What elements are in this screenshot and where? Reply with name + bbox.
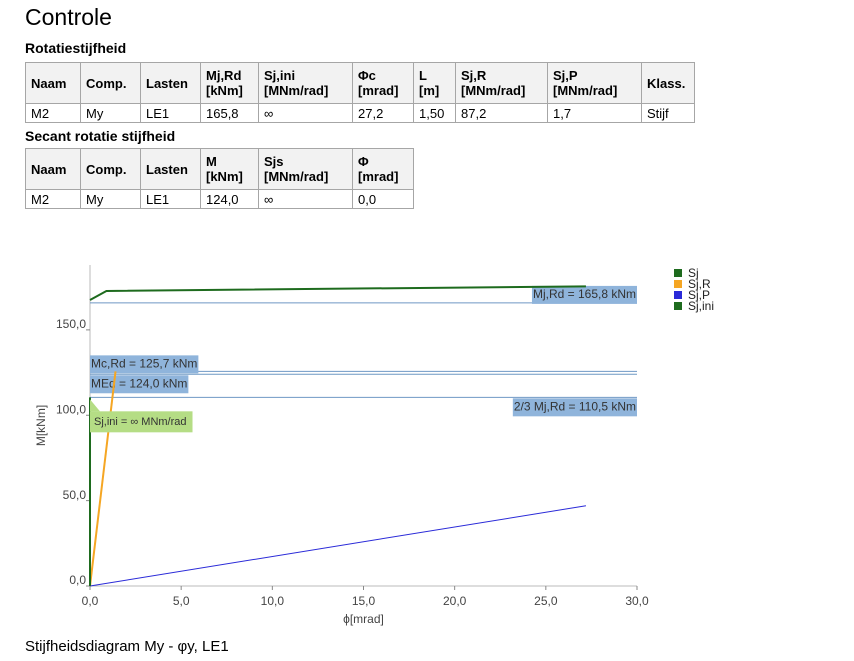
page-title: Controle	[25, 4, 112, 30]
x-tick-label: 30,0	[625, 594, 649, 608]
header-cell: Lasten	[140, 148, 201, 190]
legend-swatch	[674, 302, 682, 310]
legend-swatch	[674, 291, 682, 299]
header-row: Naam Comp. Lasten Mj,Rd [kNm] Sj,ini [MNm/rad]…	[25, 62, 695, 104]
x-tick-label: 5,0	[173, 594, 190, 608]
header-text: Sjs	[264, 154, 284, 169]
cell: 124,0	[200, 189, 259, 209]
header-text: Sj,R	[461, 68, 487, 83]
reference-label-bg	[90, 355, 199, 374]
annotation-bg	[90, 411, 193, 433]
caption: Stijfheidsdiagram My - φy, LE1	[25, 638, 229, 655]
x-tick-label: 0,0	[82, 594, 99, 608]
header-text: Klass.	[647, 75, 686, 91]
y-axis-label: M[kNm]	[34, 405, 48, 446]
header-text: [kNm]	[206, 169, 243, 184]
cell: 1,7	[547, 103, 642, 123]
header-text: [mrad]	[358, 83, 399, 98]
legend-swatch	[674, 280, 682, 288]
series-line	[89, 285, 586, 301]
reference-label: Mc,Rd = 125,7 kNm	[91, 357, 197, 371]
annotation: Sj,ini = ∞ MNm/rad	[94, 416, 187, 428]
header-cell: Sj,ini [MNm/rad]	[258, 62, 353, 104]
header-text: Naam	[31, 75, 67, 91]
series-line	[89, 371, 117, 587]
cell: LE1	[140, 189, 201, 209]
header-text: M	[206, 154, 217, 169]
reference-label-bg	[512, 398, 637, 417]
cell: 1,50	[413, 103, 456, 123]
cell: 87,2	[455, 103, 548, 123]
header-text: Φ	[358, 154, 369, 169]
y-tick-label: 50,0	[63, 488, 87, 502]
reference-label: Mj,Rd = 165,8 kNm	[533, 287, 636, 301]
header-text: [MNm/rad]	[553, 83, 618, 98]
header-text: [mrad]	[358, 169, 399, 184]
legend-label: Sj,ini	[688, 299, 714, 313]
row: M2 My LE1 165,8 ∞ 27,2 1,50 87,2 1,7 Stijf	[25, 103, 695, 123]
row: M2 My LE1 124,0 ∞ 0,0	[25, 189, 414, 209]
x-tick-label: 15,0	[352, 594, 376, 608]
legend-label: Sj,P	[688, 288, 710, 302]
header-text: [m]	[419, 83, 440, 98]
header-text: Mj,Rd	[206, 68, 242, 83]
table: Naam Comp. Lasten M [kNm] Sjs [MNm/rad] Φ [mrad]…	[25, 148, 414, 209]
reference-label: 2/3 Mj,Rd = 110,5 kNm	[514, 399, 636, 413]
cell: 0,0	[352, 189, 414, 209]
header-text: Comp.	[86, 75, 127, 91]
header-text: Naam	[31, 161, 67, 177]
section-title: Secant rotatie stijfheid	[25, 128, 176, 144]
x-tick-label: 20,0	[443, 594, 467, 608]
header-cell: Lasten	[140, 62, 201, 104]
x-tick-label: 10,0	[261, 594, 285, 608]
cell: M2	[25, 189, 81, 209]
header-text: [kNm]	[206, 83, 243, 98]
header-cell: Φc [mrad]	[352, 62, 414, 104]
header-cell: Φ [mrad]	[352, 148, 414, 190]
cell: Stijf	[641, 103, 695, 123]
header-cell: Mj,Rd [kNm]	[200, 62, 259, 104]
header-text: L	[419, 68, 427, 83]
cell: 27,2	[352, 103, 414, 123]
cell: M2	[25, 103, 81, 123]
header-text: Sj,P	[553, 68, 578, 83]
legend-label: Sj,R	[688, 277, 711, 291]
x-tick-label: 25,0	[534, 594, 558, 608]
table: Naam Comp. Lasten Mj,Rd [kNm] Sj,ini [MNm/rad]…	[25, 62, 695, 123]
header-cell: Naam	[25, 148, 81, 190]
header-text: [MNm/rad]	[461, 83, 526, 98]
header-text: Lasten	[146, 75, 188, 91]
header-row: Naam Comp. Lasten M [kNm] Sjs [MNm/rad] Φ [mrad]	[25, 148, 414, 190]
header-text: Lasten	[146, 161, 188, 177]
cell: LE1	[140, 103, 201, 123]
cell: My	[80, 189, 141, 209]
header-cell: M [kNm]	[200, 148, 259, 190]
y-tick-label: 150,0	[56, 317, 86, 331]
header-text: Φc	[358, 68, 376, 83]
legend-label: Sj	[688, 266, 699, 280]
header-cell: L [m]	[413, 62, 456, 104]
y-tick-label: 100,0	[56, 402, 86, 416]
header-text: [MNm/rad]	[264, 169, 329, 184]
x-axis-label: ϕ[mrad]	[343, 612, 384, 626]
header-text: Sj,ini	[264, 68, 296, 83]
reference-label-bg	[531, 285, 637, 304]
cell: My	[80, 103, 141, 123]
reference-label: MEd = 124,0 kNm	[91, 376, 187, 390]
series-line	[89, 505, 587, 587]
header-text: [MNm/rad]	[264, 83, 329, 98]
header-cell: Sjs [MNm/rad]	[258, 148, 353, 190]
legend-swatch	[674, 269, 682, 277]
y-tick-label: 0,0	[69, 573, 86, 587]
header-text: Comp.	[86, 161, 127, 177]
annotation-pointer	[90, 399, 100, 412]
section-title: Rotatiestijfheid	[25, 40, 127, 56]
cell: 165,8	[200, 103, 259, 123]
header-cell: Klass.	[641, 62, 695, 104]
header-cell: Naam	[25, 62, 81, 104]
